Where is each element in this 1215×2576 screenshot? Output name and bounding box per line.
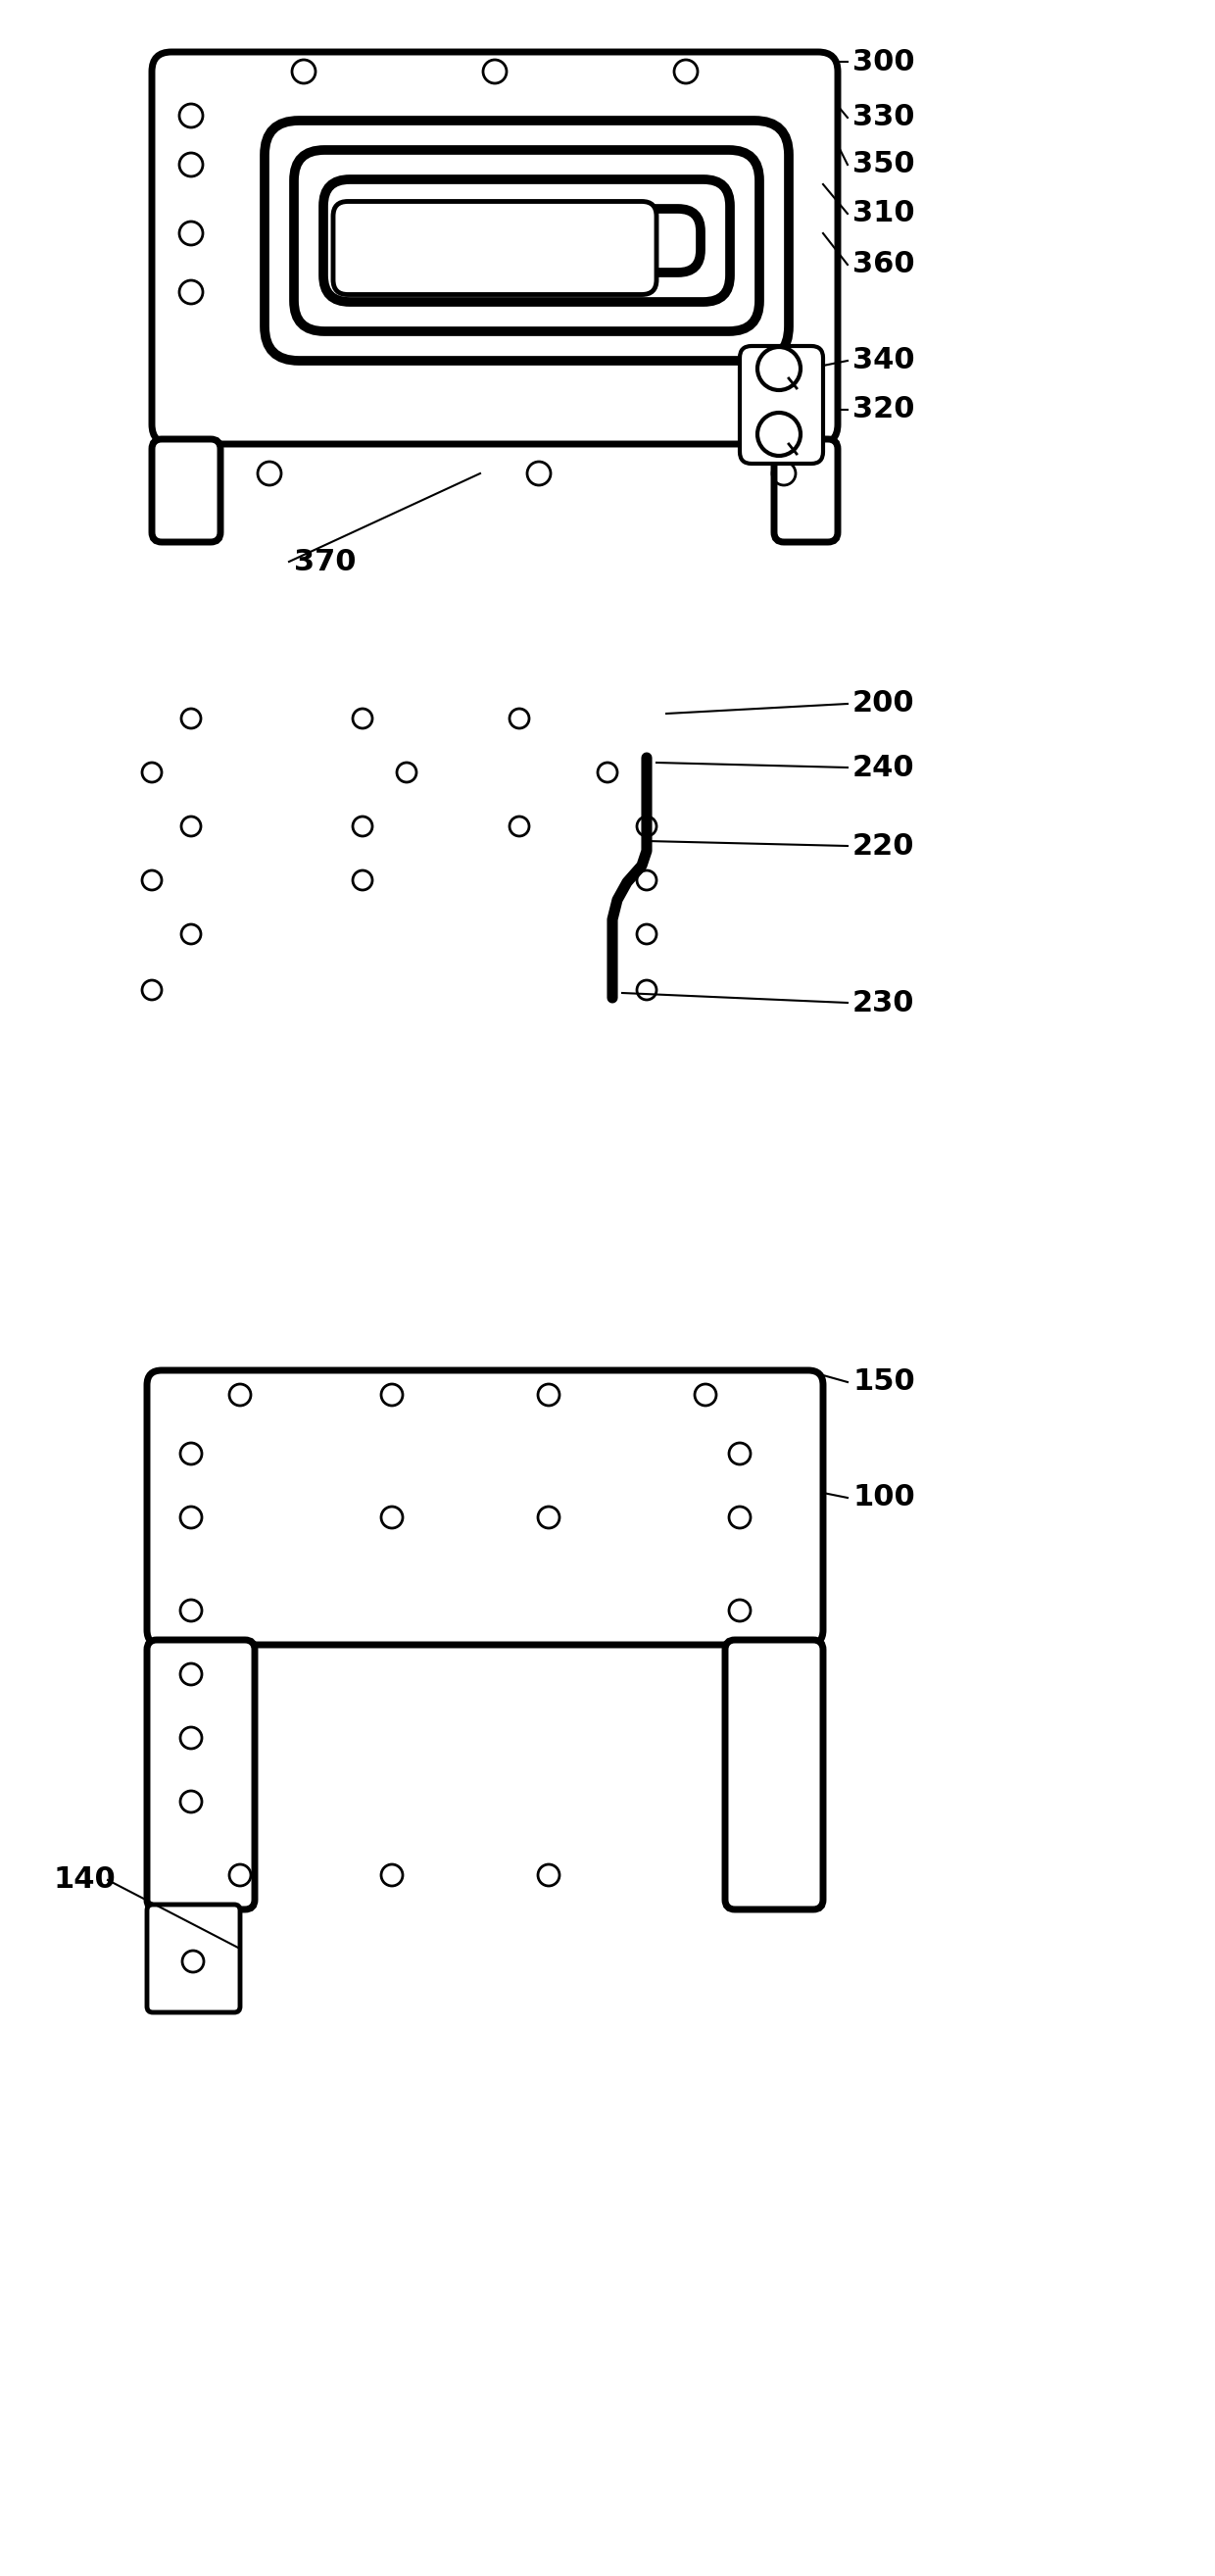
Text: 220: 220 bbox=[853, 832, 915, 860]
Text: 300: 300 bbox=[853, 46, 915, 75]
FancyBboxPatch shape bbox=[774, 438, 838, 541]
Text: 350: 350 bbox=[853, 149, 915, 178]
Text: 310: 310 bbox=[853, 198, 915, 227]
FancyBboxPatch shape bbox=[323, 180, 730, 301]
Text: 320: 320 bbox=[853, 397, 915, 425]
FancyBboxPatch shape bbox=[725, 1641, 823, 1909]
FancyBboxPatch shape bbox=[147, 1904, 241, 2012]
FancyBboxPatch shape bbox=[152, 438, 220, 541]
Text: 330: 330 bbox=[853, 103, 915, 131]
Text: 100: 100 bbox=[853, 1484, 915, 1512]
Text: 230: 230 bbox=[853, 989, 915, 1018]
Text: 240: 240 bbox=[853, 752, 915, 781]
Text: 340: 340 bbox=[853, 348, 915, 376]
FancyBboxPatch shape bbox=[147, 1370, 823, 1646]
FancyBboxPatch shape bbox=[333, 201, 656, 294]
Text: 370: 370 bbox=[294, 549, 356, 577]
FancyBboxPatch shape bbox=[147, 1641, 255, 1909]
Text: 200: 200 bbox=[853, 690, 915, 719]
FancyBboxPatch shape bbox=[265, 121, 789, 361]
Text: 140: 140 bbox=[53, 1865, 117, 1893]
FancyBboxPatch shape bbox=[152, 52, 838, 443]
FancyBboxPatch shape bbox=[294, 149, 759, 332]
Text: 150: 150 bbox=[853, 1368, 915, 1396]
FancyBboxPatch shape bbox=[740, 345, 823, 464]
FancyBboxPatch shape bbox=[352, 209, 701, 273]
Text: 360: 360 bbox=[853, 250, 915, 278]
